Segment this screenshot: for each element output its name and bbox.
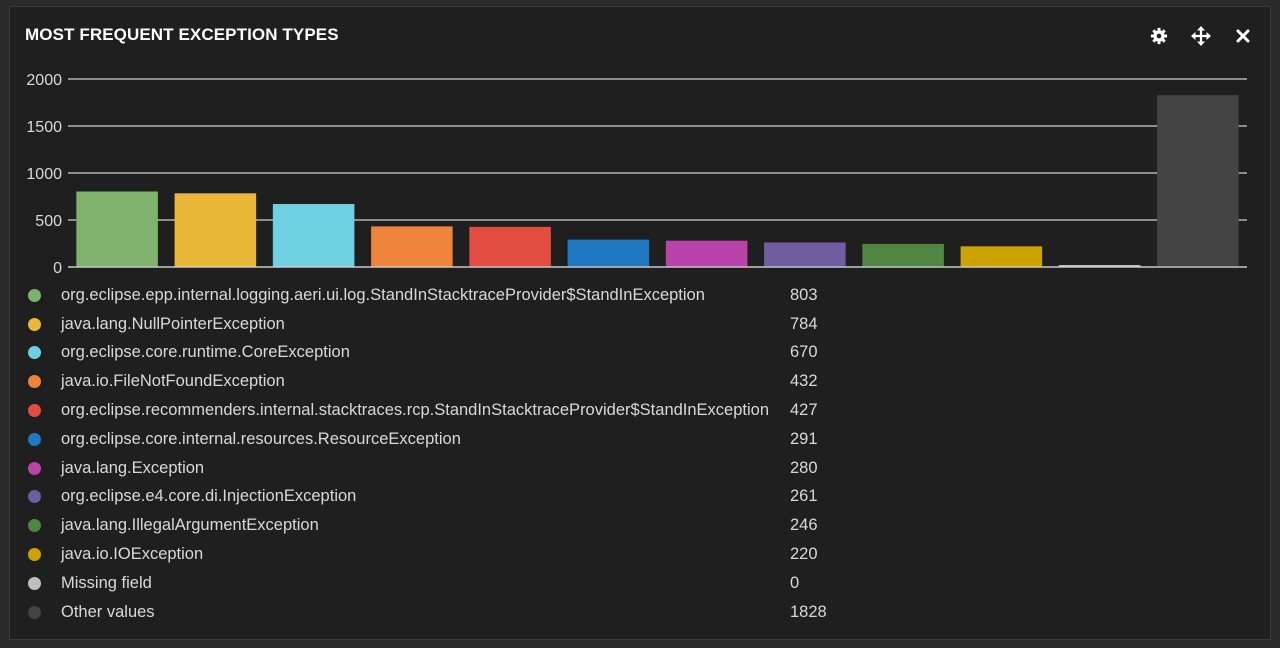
dashboard-panel: MOST FREQUENT EXCEPTION TYPES (9, 6, 1271, 640)
bar[interactable] (862, 243, 944, 267)
y-tick-label: 0 (53, 260, 62, 277)
legend-item[interactable]: java.lang.Exception 280 (28, 454, 928, 483)
legend-value: 246 (790, 516, 818, 535)
chart-legend: org.eclipse.epp.internal.logging.aeri.ui… (28, 281, 928, 627)
legend-item[interactable]: java.lang.IllegalArgumentException 246 (28, 511, 928, 540)
legend-label: java.io.FileNotFoundException (61, 372, 285, 391)
legend-label: java.lang.IllegalArgumentException (61, 516, 319, 535)
legend-swatch (28, 490, 41, 504)
legend-item[interactable]: java.io.FileNotFoundException 432 (28, 367, 928, 396)
legend-swatch (28, 605, 41, 619)
bar[interactable] (1058, 265, 1141, 267)
bar[interactable] (469, 226, 551, 267)
legend-label: org.eclipse.e4.core.di.InjectionExceptio… (61, 487, 357, 506)
legend-value: 1828 (790, 602, 827, 621)
legend-swatch (28, 576, 41, 590)
bar[interactable] (371, 226, 453, 267)
legend-swatch (28, 375, 41, 389)
legend-value: 261 (790, 487, 818, 506)
legend-value: 0 (790, 573, 800, 592)
legend-label: java.lang.Exception (61, 458, 205, 477)
bar[interactable] (665, 240, 748, 267)
legend-item[interactable]: java.io.IOException 220 (28, 540, 928, 569)
legend-value: 670 (790, 343, 818, 362)
bar[interactable] (272, 204, 355, 267)
legend-value: 291 (790, 429, 818, 448)
legend-label: org.eclipse.epp.internal.logging.aeri.ui… (61, 285, 705, 304)
legend-item[interactable]: org.eclipse.core.runtime.CoreException 67… (28, 339, 928, 368)
legend-value: 432 (790, 372, 818, 391)
y-tick-label: 1000 (26, 166, 62, 183)
y-tick-label: 2000 (26, 72, 62, 89)
legend-label: org.eclipse.core.runtime.CoreException (61, 343, 350, 362)
legend-swatch (28, 317, 41, 331)
legend-swatch (28, 461, 41, 475)
bar[interactable] (76, 191, 158, 267)
legend-item[interactable]: org.eclipse.epp.internal.logging.aeri.ui… (28, 281, 928, 310)
bar-chart: 0 500 1000 1500 2000 (26, 72, 1247, 277)
legend-label: org.eclipse.recommenders.internal.stackt… (61, 401, 770, 420)
legend-item[interactable]: org.eclipse.e4.core.di.InjectionExceptio… (28, 483, 928, 512)
legend-item[interactable]: java.lang.NullPointerException 784 (28, 310, 928, 339)
legend-label: Other values (61, 602, 155, 621)
legend-label: java.lang.NullPointerException (61, 314, 285, 333)
legend-swatch (28, 548, 41, 562)
legend-swatch (28, 288, 41, 302)
legend-item[interactable]: Other values 1828 (28, 598, 928, 627)
legend-label: Missing field (61, 573, 152, 592)
bar[interactable] (960, 246, 1043, 267)
legend-value: 427 (790, 401, 818, 420)
bar[interactable] (764, 242, 846, 267)
bar[interactable] (567, 239, 650, 267)
legend-label: java.io.IOException (61, 545, 204, 564)
legend-swatch (28, 519, 41, 533)
legend-swatch (28, 346, 41, 360)
move-button[interactable] (1188, 25, 1214, 47)
legend-swatch (28, 432, 41, 446)
settings-button[interactable] (1146, 25, 1172, 47)
y-tick-label: 1500 (26, 119, 62, 136)
y-tick-label: 500 (35, 213, 62, 230)
legend-item[interactable]: Missing field 0 (28, 569, 928, 598)
close-button[interactable] (1230, 25, 1256, 47)
legend-value: 280 (790, 458, 818, 477)
legend-label: org.eclipse.core.internal.resources.Reso… (61, 429, 461, 448)
legend-value: 220 (790, 545, 818, 564)
bar[interactable] (1157, 95, 1239, 267)
panel-toolbar (1146, 25, 1256, 47)
legend-item[interactable]: org.eclipse.recommenders.internal.stackt… (28, 396, 928, 425)
gear-icon (1150, 27, 1168, 45)
bar[interactable] (174, 193, 257, 267)
legend-item[interactable]: org.eclipse.core.internal.resources.Reso… (28, 425, 928, 454)
panel-title: MOST FREQUENT EXCEPTION TYPES (25, 25, 339, 44)
legend-value: 803 (790, 285, 818, 304)
legend-value: 784 (790, 314, 818, 333)
legend-swatch (28, 404, 41, 418)
move-icon (1191, 26, 1211, 46)
close-icon (1236, 29, 1250, 43)
